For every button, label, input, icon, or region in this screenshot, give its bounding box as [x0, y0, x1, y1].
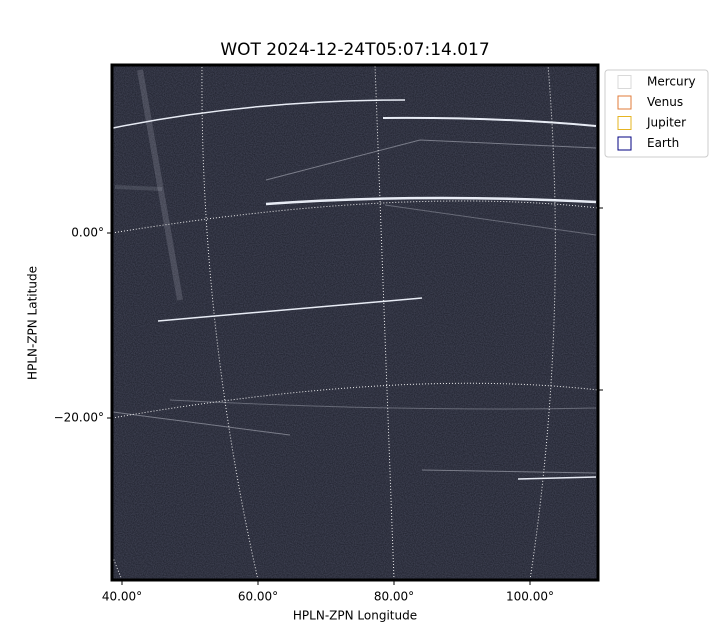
legend-label: Jupiter [646, 116, 686, 130]
y-tick-label: 0.00° [71, 226, 104, 240]
legend-label: Earth [647, 136, 679, 150]
legend-marker [617, 116, 632, 130]
legend-marker [617, 95, 632, 110]
legend-frame [604, 69, 709, 158]
grid-line [374, 65, 395, 580]
grid-line [112, 553, 123, 580]
legend-marker [617, 136, 632, 151]
grid-line [201, 65, 259, 580]
grid-line [112, 382, 598, 419]
image [112, 65, 598, 580]
y-tick-label: −20.00° [54, 411, 104, 425]
x-axis-label: HPLN-ZPN Longitude [293, 609, 417, 623]
axes-frame [110, 63, 600, 582]
x-tick-label: 100.00° [506, 590, 554, 604]
x-tick-label: 40.00° [102, 590, 142, 604]
legend-label: Venus [647, 95, 683, 109]
grid-line [112, 200, 598, 234]
legend: Mercury Venus Jupiter Earth [604, 69, 709, 158]
legend-marker [617, 75, 632, 89]
x-tick-label: 60.00° [238, 590, 278, 604]
legend-label: Mercury [647, 75, 696, 89]
chart-title: WOT 2024-12-24T05:07:14.017 [220, 40, 489, 60]
x-tick-label: 80.00° [374, 590, 414, 604]
y-axis-label: HPLN-ZPN Latitude [26, 266, 40, 380]
grid-line [529, 65, 556, 580]
